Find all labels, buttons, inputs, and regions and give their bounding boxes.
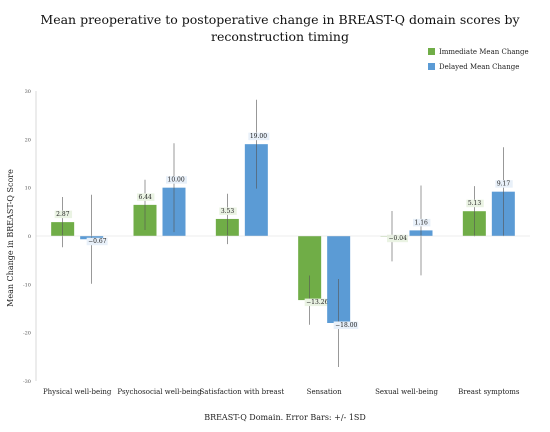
data-label-bg: [248, 132, 270, 141]
data-label: −0.67: [88, 238, 107, 245]
x-axis-label: BREAST-Q Domain. Error Bars: +/- 1SD: [204, 413, 366, 422]
category-label: Physical well-being: [43, 388, 112, 396]
data-label-bg: [304, 298, 330, 307]
y-tick-label: 10: [25, 186, 31, 192]
data-label: 5.13: [468, 200, 482, 207]
category-labels: Physical well-being Psychosocial well-bei…: [43, 388, 520, 396]
category-label: Breast symptoms: [458, 388, 520, 396]
data-label-bg: [333, 321, 359, 329]
data-label-bg: [86, 237, 108, 246]
y-tick-label: 20: [25, 137, 31, 143]
plot-area: 2.87 −0.67 6.44 10.00 3.53 19.00 −13.26 −18.00 −…: [36, 99, 530, 367]
data-label-bg: [387, 234, 408, 243]
data-label-bg: [219, 207, 237, 215]
chart-title-line-2: reconstruction timing: [211, 29, 349, 44]
y-tick-label: -10: [23, 282, 31, 288]
data-label: 10.00: [168, 177, 185, 184]
y-tick-label: -30: [23, 379, 31, 385]
category-label: Satisfaction with breast: [200, 388, 285, 396]
y-tick-label: -20: [23, 331, 31, 337]
bar: [244, 144, 268, 236]
y-axis: 30 20 10 0 -10 -20 -30: [23, 89, 37, 385]
y-axis-label: Mean Change in BREAST-Q Score: [6, 169, 15, 307]
data-label: 6.44: [139, 194, 153, 201]
data-label-bg: [137, 193, 155, 201]
legend-label-delayed: Delayed Mean Change: [439, 63, 519, 71]
data-label-bg: [495, 180, 513, 188]
data-label-bg: [166, 176, 187, 184]
chart-title-line-1: Mean preoperative to postoperative chang…: [40, 12, 520, 27]
category-label: Sensation: [307, 388, 342, 396]
data-label: −18.00: [335, 322, 357, 329]
category-label: Sexual well-being: [375, 388, 438, 396]
data-label: 9.17: [497, 181, 511, 188]
data-label: −0.04: [389, 235, 408, 242]
data-label: 1.16: [415, 219, 429, 226]
legend: Immediate Mean Change Delayed Mean Chang…: [428, 48, 529, 71]
data-label: −13.26: [306, 299, 328, 306]
category-label: Psychosocial well-being: [117, 388, 202, 396]
y-tick-label: 30: [25, 89, 31, 95]
data-label: 2.87: [56, 211, 70, 218]
legend-label-immediate: Immediate Mean Change: [439, 48, 529, 56]
legend-swatch-delayed: [428, 63, 435, 70]
y-tick-label: 0: [28, 234, 31, 240]
data-label-bg: [466, 199, 484, 208]
bar: [298, 236, 322, 301]
legend-swatch-immediate: [428, 48, 435, 55]
data-label: 19.00: [250, 133, 267, 140]
data-label-bg: [54, 210, 73, 219]
data-label-bg: [413, 218, 431, 227]
data-label: 3.53: [221, 208, 235, 215]
